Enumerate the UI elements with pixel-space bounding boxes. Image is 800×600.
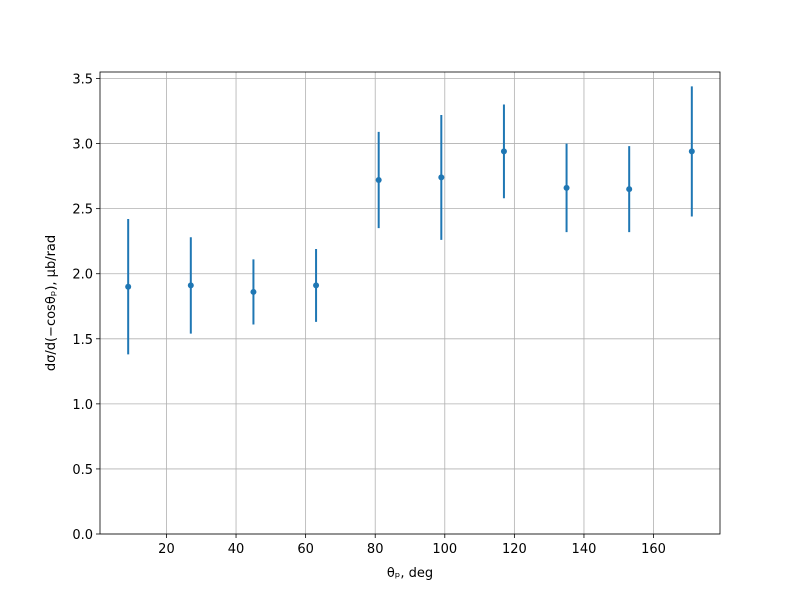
data-point bbox=[563, 184, 570, 191]
data-point bbox=[250, 288, 257, 295]
plot-frame bbox=[99, 71, 721, 535]
x-tick-label: 20 bbox=[158, 542, 175, 557]
data-point bbox=[438, 174, 445, 181]
x-tick-label: 160 bbox=[641, 542, 666, 557]
data-point bbox=[375, 177, 382, 184]
y-axis-label: dσ/d(−cosθₚ), μb/rad bbox=[44, 235, 59, 371]
y-tick-label: 2.0 bbox=[72, 268, 93, 283]
y-tick-label: 0.5 bbox=[72, 463, 93, 478]
y-tick-label: 1.0 bbox=[72, 398, 93, 413]
data-point bbox=[125, 283, 132, 290]
data-point bbox=[313, 282, 320, 289]
data-point bbox=[626, 186, 633, 193]
data-point bbox=[187, 282, 194, 289]
y-tick-label: 0.0 bbox=[72, 528, 93, 543]
x-tick-label: 80 bbox=[367, 542, 384, 557]
x-tick-label: 120 bbox=[502, 542, 527, 557]
y-tick-label: 1.5 bbox=[72, 333, 93, 348]
data-point bbox=[688, 148, 695, 155]
x-tick-label: 60 bbox=[297, 542, 314, 557]
x-tick-label: 40 bbox=[228, 542, 245, 557]
x-tick-label: 140 bbox=[572, 542, 597, 557]
x-axis-label: θₚ, deg bbox=[387, 566, 433, 581]
x-tick-label: 100 bbox=[432, 542, 457, 557]
y-tick-label: 3.5 bbox=[72, 73, 93, 88]
y-tick-label: 3.0 bbox=[72, 138, 93, 153]
data-point bbox=[500, 148, 507, 155]
y-tick-label: 2.5 bbox=[72, 203, 93, 218]
